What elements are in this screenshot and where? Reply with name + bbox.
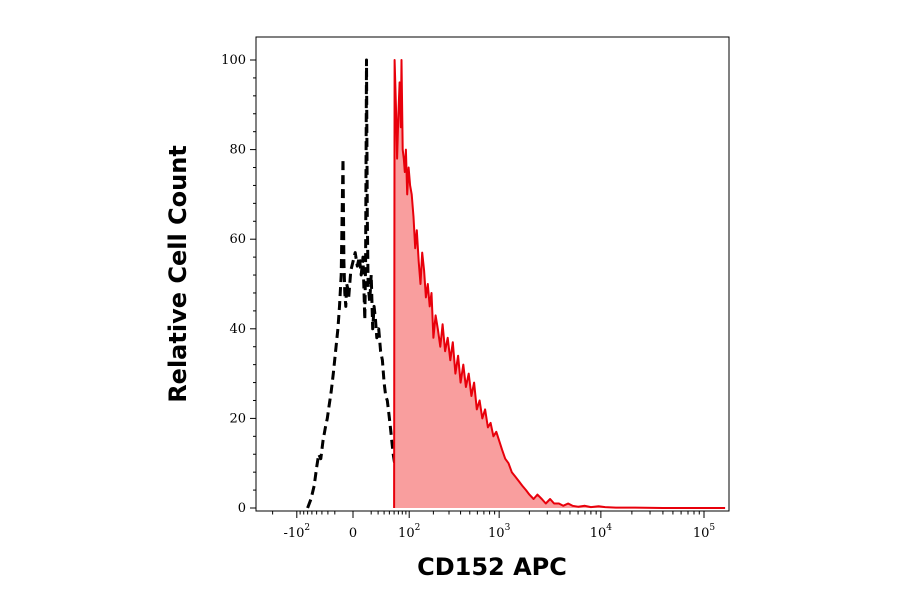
y-tick-label-80: 80: [229, 143, 246, 158]
y-minor-ticks: [253, 77, 256, 491]
x-tick-label-2: 102: [398, 523, 420, 541]
series-1-line: [393, 59, 726, 509]
series-0-line: [306, 58, 401, 509]
y-tick-label-100: 100: [221, 53, 246, 68]
y-tick-label-0: 0: [238, 501, 246, 516]
plot-frame: [255, 36, 730, 512]
y-tick-label-60: 60: [229, 232, 246, 247]
x-tick-label-5: 105: [693, 523, 716, 541]
x-tick-label-4: 104: [590, 523, 613, 541]
x-tick-label-3: 103: [488, 523, 511, 541]
x-minor-ticks: [272, 511, 700, 515]
x-tick-label-0: -102: [283, 523, 310, 541]
y-axis-title: Relative Cell Count: [164, 145, 192, 403]
x-axis-title: CD152 APC: [417, 553, 567, 581]
series-layer: [306, 58, 726, 509]
series-1-area: [394, 60, 726, 508]
x-tick-label-1: 0: [349, 526, 357, 541]
y-axis-ticks: 0 20 40 60 80 100: [221, 53, 256, 516]
x-axis-ticks: -102 0 102 103 104 105: [283, 511, 715, 541]
y-tick-label-40: 40: [229, 322, 246, 337]
y-tick-label-20: 20: [229, 411, 246, 426]
